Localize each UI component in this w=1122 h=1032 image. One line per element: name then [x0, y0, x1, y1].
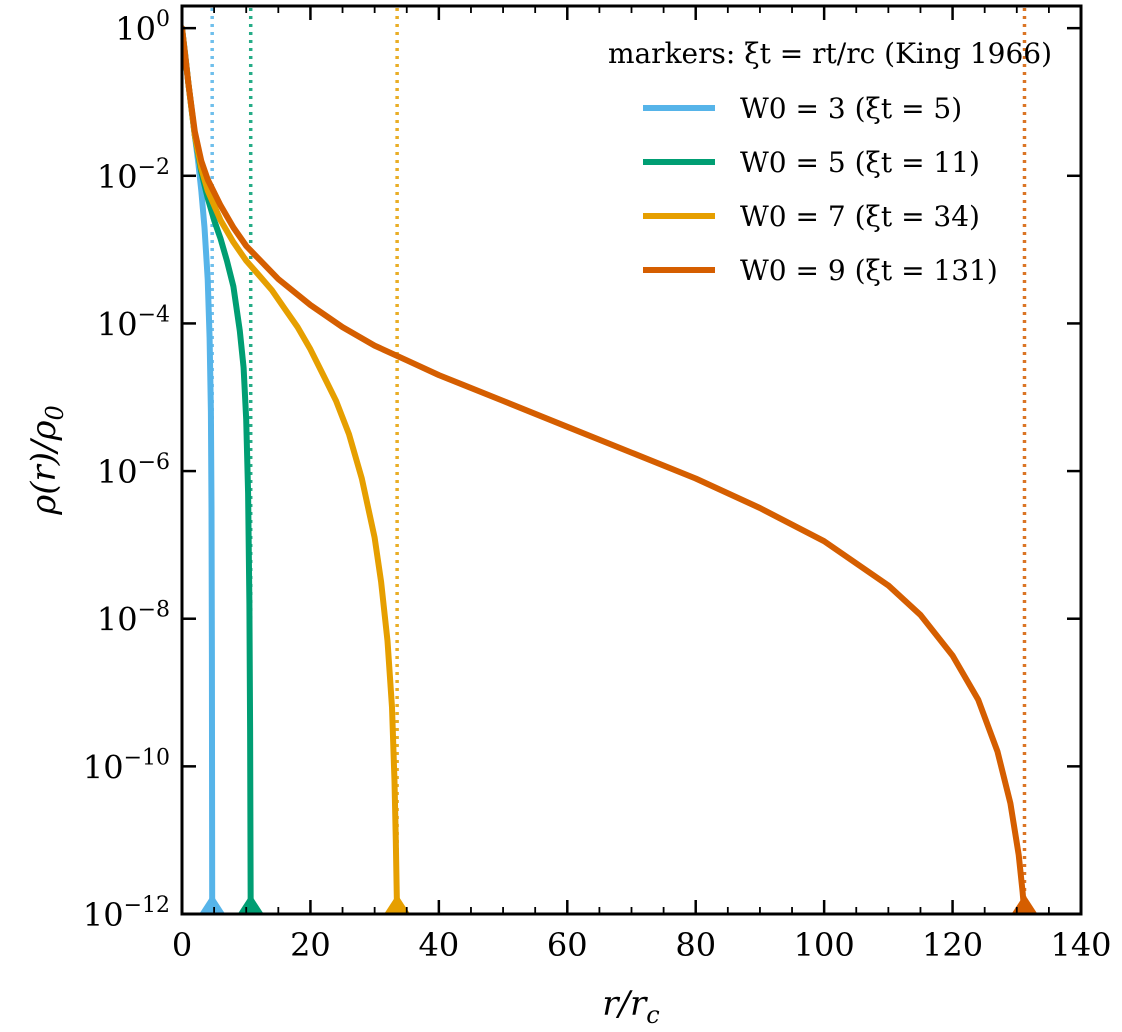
y-tick-label: 10−8 [97, 598, 170, 639]
legend-label: W0 = 9 (ξt = 131) [740, 254, 998, 287]
x-tick-label: 40 [418, 926, 459, 964]
tick-layer: 0 20 40 60 80 100 120 140 100 10−2 10−4 10−6 10−8 10−… [83, 6, 1112, 964]
series-line [182, 25, 1028, 914]
x-tick-label: 120 [922, 926, 983, 964]
series-layer [182, 8, 1028, 914]
legend-label: W0 = 5 (ξt = 11) [740, 146, 980, 179]
x-tick-label: 60 [547, 926, 588, 964]
legend: markers: ξt = rt/rc (King 1966) W0 = 3 (… [608, 37, 1052, 287]
tidal-radius-marker [237, 894, 264, 914]
y-tick-label: 10−4 [97, 302, 170, 343]
tidal-radius-marker [199, 894, 226, 914]
legend-label: W0 = 7 (ξt = 34) [740, 200, 980, 233]
tidal-radius-marker [384, 894, 411, 914]
y-axis-title: ρ(r)/ρ0 [24, 405, 69, 516]
y-tick-label: 10−6 [97, 450, 170, 491]
y-tick-label: 10−2 [97, 155, 170, 196]
series-line [182, 25, 401, 914]
tidal-radius-marker [1011, 894, 1038, 914]
plot-frame [180, 4, 1083, 916]
x-tick-label: 140 [1050, 926, 1111, 964]
marker-layer [199, 894, 1038, 914]
x-tick-label: 20 [290, 926, 331, 964]
x-axis-title: r/rc [602, 984, 659, 1029]
x-tick-label: 80 [675, 926, 716, 964]
y-tick-label: 10−12 [83, 893, 170, 934]
x-tick-label: 0 [172, 926, 192, 964]
legend-label: W0 = 3 (ξt = 5) [740, 92, 962, 125]
x-tick-label: 100 [794, 926, 855, 964]
y-tick-label: 100 [115, 7, 170, 48]
y-tick-label: 10−10 [83, 745, 170, 786]
legend-title: markers: ξt = rt/rc (King 1966) [608, 37, 1052, 70]
